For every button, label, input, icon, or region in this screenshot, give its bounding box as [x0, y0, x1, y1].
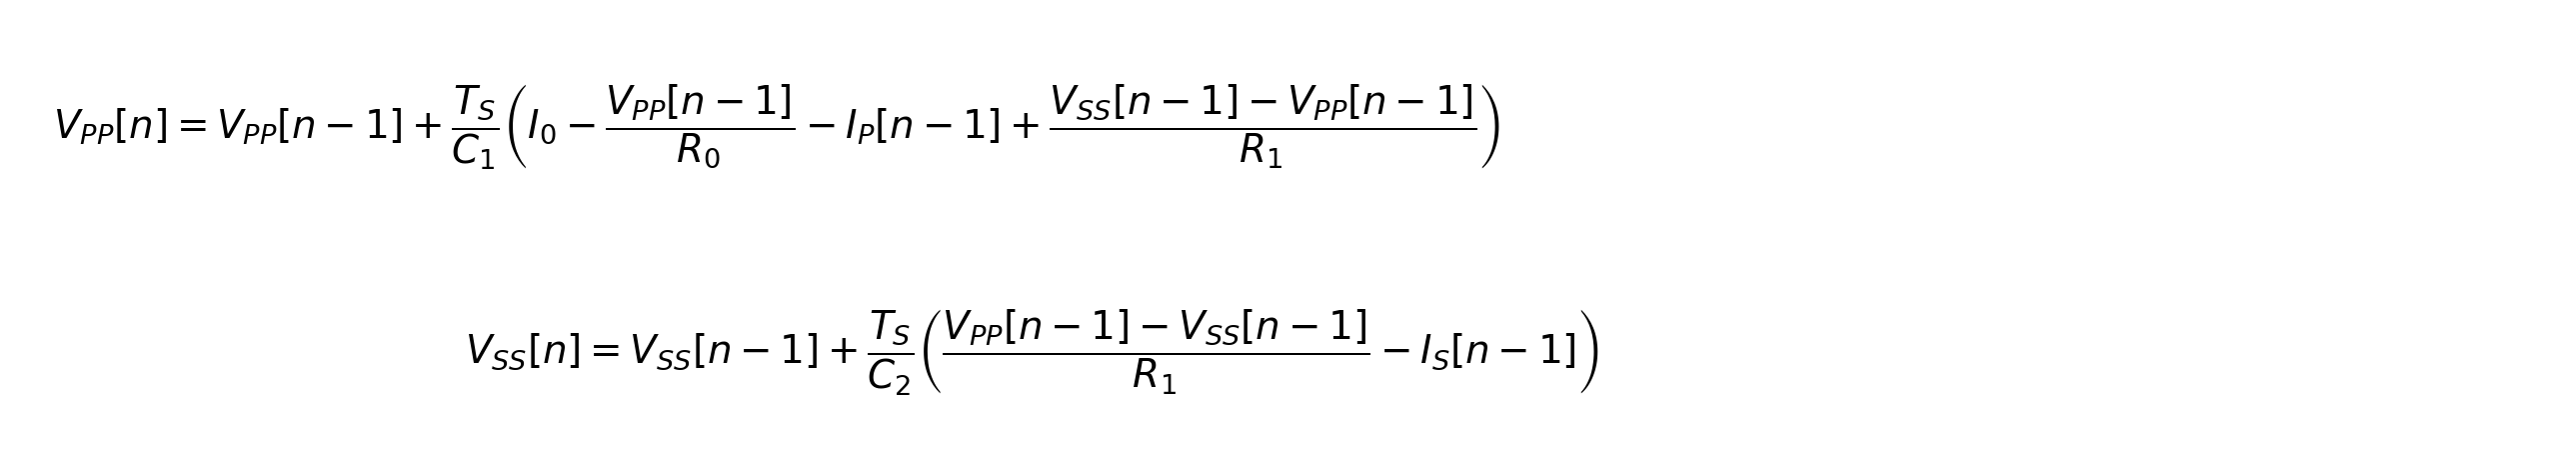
Text: $V_{PP}[n] = V_{PP}[n-1] + \dfrac{T_S}{C_1}\left(I_0 - \dfrac{V_{PP}[n-1]}{R_0} : $V_{PP}[n] = V_{PP}[n-1] + \dfrac{T_S}{C… — [54, 82, 1502, 171]
Text: $V_{SS}[n] = V_{SS}[n-1] + \dfrac{T_S}{C_2}\left(\dfrac{V_{PP}[n-1] - V_{SS}[n-1: $V_{SS}[n] = V_{SS}[n-1] + \dfrac{T_S}{C… — [464, 306, 1597, 396]
